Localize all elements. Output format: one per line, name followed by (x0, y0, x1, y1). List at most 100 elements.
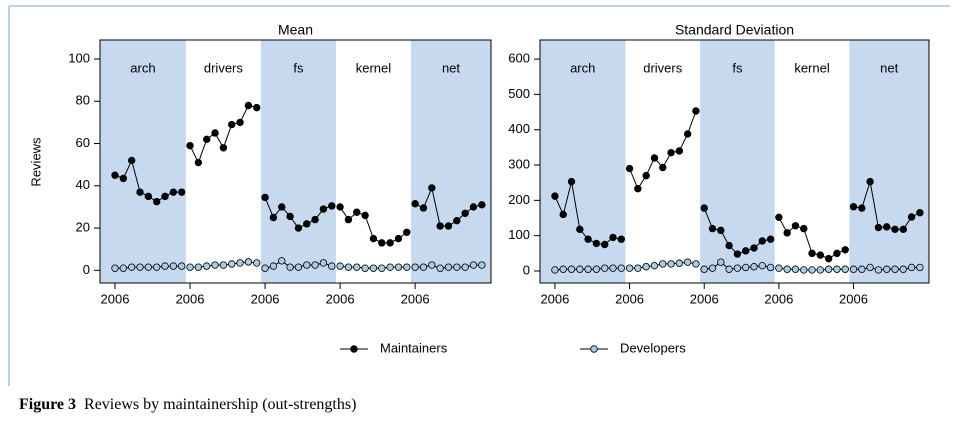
legend-label: Developers (620, 340, 686, 355)
point (353, 263, 361, 271)
point (361, 264, 369, 272)
point (311, 261, 319, 269)
point (344, 215, 353, 224)
point (194, 158, 203, 167)
point (411, 263, 419, 271)
point (444, 263, 453, 271)
point (858, 204, 866, 212)
point (278, 257, 286, 265)
point (428, 261, 436, 269)
point (866, 177, 874, 186)
group-label: fs (732, 60, 743, 75)
point (119, 174, 128, 183)
point (800, 224, 808, 233)
point (169, 262, 178, 270)
point (882, 223, 891, 231)
group-label: fs (293, 60, 304, 75)
point (269, 262, 278, 270)
point (394, 234, 403, 243)
point (478, 201, 486, 209)
point (808, 249, 816, 258)
point (824, 265, 833, 273)
x-tick-label: 2006 (690, 291, 719, 306)
point (453, 263, 461, 271)
point (824, 254, 833, 263)
point (600, 264, 609, 272)
point (378, 239, 386, 247)
point (551, 266, 559, 274)
legend-marker (350, 345, 358, 353)
point (708, 264, 717, 272)
point (675, 147, 684, 155)
point (328, 262, 336, 270)
point (874, 223, 883, 232)
group-band (100, 40, 186, 283)
point (186, 141, 194, 150)
point (361, 211, 369, 220)
point (186, 263, 194, 271)
point (874, 266, 883, 274)
point (858, 265, 866, 273)
y-tick-label: 300 (508, 156, 530, 171)
point (576, 225, 584, 234)
point (311, 215, 319, 224)
group-band (849, 40, 929, 283)
point (907, 213, 916, 221)
y-tick-label: 100 (508, 227, 530, 242)
point (278, 203, 286, 211)
point (741, 263, 750, 272)
point (228, 120, 236, 129)
point (791, 265, 800, 273)
x-tick-label: 2006 (540, 291, 569, 306)
x-tick-label: 2006 (764, 291, 793, 306)
caption-text: Reviews by maintainership (out-strengths… (84, 396, 356, 413)
point (891, 225, 899, 234)
point (111, 171, 119, 179)
point (211, 129, 219, 137)
point (453, 216, 461, 225)
point (119, 264, 128, 272)
point (750, 244, 758, 252)
point (741, 247, 750, 255)
point (203, 135, 211, 144)
point (725, 265, 733, 273)
y-tick-label: 200 (508, 192, 530, 207)
point (161, 192, 169, 201)
point (808, 266, 816, 274)
point (600, 240, 609, 249)
point (469, 203, 478, 211)
legend-marker (590, 345, 598, 353)
point (584, 235, 592, 243)
point (419, 204, 428, 212)
series-line (629, 110, 697, 190)
point (700, 265, 708, 273)
group-label: drivers (643, 60, 683, 75)
group-band (700, 40, 775, 283)
point (136, 188, 144, 196)
y-tick-label: 500 (508, 86, 530, 101)
point (617, 264, 625, 272)
point (286, 263, 294, 271)
x-tick-label: 2006 (615, 291, 644, 306)
point (144, 263, 153, 271)
point (717, 258, 725, 266)
y-tick-label: 100 (68, 50, 90, 65)
point (336, 262, 344, 270)
point (733, 264, 742, 272)
point (692, 107, 700, 115)
point (378, 264, 386, 272)
point (228, 260, 236, 268)
point (328, 202, 336, 210)
point (700, 204, 708, 212)
point (294, 263, 303, 271)
point (899, 265, 907, 273)
point (758, 237, 766, 245)
y-tick-label: 0 (83, 262, 90, 277)
point (758, 261, 766, 270)
point (609, 233, 617, 242)
group-label: kernel (356, 60, 392, 75)
point (841, 265, 849, 273)
point (791, 222, 800, 230)
point (461, 209, 469, 217)
point (261, 193, 269, 202)
